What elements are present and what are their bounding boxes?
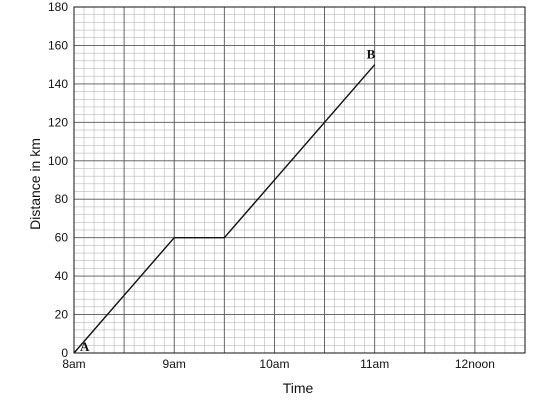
plot-border [73,6,526,354]
annotations-group: AB [80,47,376,354]
series-group [73,64,376,354]
y-tick-label: 60 [55,231,69,245]
y-tick-label: 120 [48,115,68,129]
y-tick-labels: 0 20 40 60 80 100 120 140 160 180 [48,0,68,360]
y-tick-label: 0 [61,346,68,360]
plot-background [74,7,525,353]
y-tick-label: 80 [55,192,69,206]
x-tick-label: 11am [360,357,389,371]
y-tick-label: 160 [48,38,68,52]
y-tick-label: 180 [48,0,68,14]
y-tick-label: 40 [55,269,69,283]
y-tick-label: 20 [55,308,69,322]
minor-grid [74,7,525,353]
y-tick-label: 100 [48,154,68,168]
x-tick-label: 10am [259,357,289,371]
x-tick-label: 12noon [455,357,495,371]
y-tick-label: 140 [48,77,68,91]
point-label-b: B [367,47,376,62]
x-tick-label: 8am [62,357,85,371]
x-tick-labels: 8am 9am 10am 11am 12noon [62,357,495,371]
y-axis-label: Distance in km [27,138,43,230]
x-axis-label: Time [283,380,314,396]
x-tick-label: 9am [163,357,186,371]
series-line [73,64,376,354]
point-label-a: A [80,339,90,354]
